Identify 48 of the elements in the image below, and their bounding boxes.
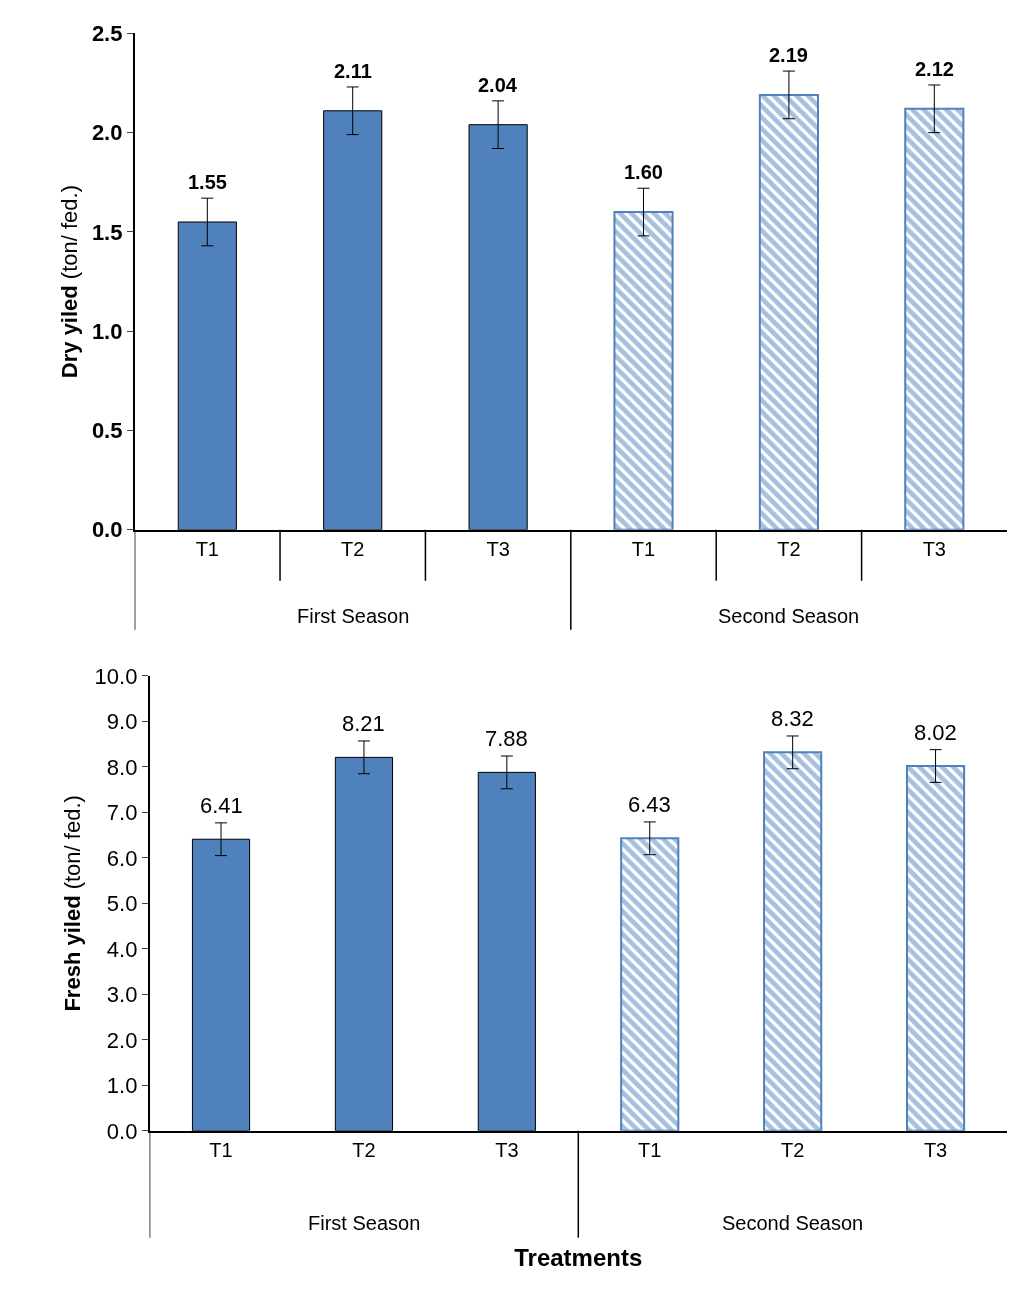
x-tick-label: T1 [195,537,219,560]
y-tick-label: 1.0 [106,1073,138,1099]
data-label: 7.88 [485,726,528,751]
y-tick-label: 8.0 [106,754,138,780]
y-tick-label: 6.0 [106,845,138,871]
text: Second Season [718,605,860,627]
y-tick-label: 0.0 [106,1118,138,1144]
data-label: 6.41 [200,793,243,818]
text: First Season [308,1212,421,1234]
y-axis-title: Fresh yiled (ton/ fed.) [59,795,85,1012]
y-tick-label: 2.0 [91,120,123,146]
x-tick-label: T3 [486,537,510,560]
y-tick-label: 3.0 [106,982,138,1008]
y-tick-label: 2.5 [91,21,123,47]
data-label: 1.55 [188,171,227,193]
y-axis-title: Dry yiled (ton/ fed.) [57,184,83,379]
data-label: 2.12 [915,58,954,80]
data-label: 1.60 [624,161,663,183]
y-tick-label: 9.0 [106,709,138,735]
y-tick-label: 4.0 [106,936,138,962]
x-tick-label: T3 [923,1138,948,1161]
y-tick-label: 7.0 [106,800,138,826]
data-label: 6.43 [628,792,671,817]
data-label: 2.11 [334,60,372,82]
data-label: 2.04 [478,74,518,96]
x-tick-label: T3 [495,1138,519,1161]
y-tick-label: 10.0 [94,663,138,689]
x-tick-label: T3 [922,537,946,560]
x-tick-label: T2 [777,537,801,560]
y-tick-label: 1.5 [91,219,123,245]
y-tick-label: 5.0 [106,891,138,917]
x-tick-label: T2 [341,537,365,560]
x-tick-label: T2 [780,1138,805,1161]
data-label: 2.19 [769,44,808,66]
data-label: 8.21 [342,711,385,736]
data-label: 8.32 [771,706,814,731]
x-tick-label: T2 [352,1138,376,1161]
x-tick-label: T1 [209,1138,233,1161]
x-tick-label: T1 [631,537,656,560]
y-tick-label: 0.5 [91,418,123,444]
y-tick-label: 0.0 [91,517,123,543]
text: Second Season [722,1212,864,1234]
data-label: 8.02 [914,720,957,745]
y-tick-label: 1.0 [91,318,123,344]
y-tick-label: 2.0 [106,1027,138,1053]
x-tick-label: T1 [638,1138,662,1161]
text: First Season [297,605,410,627]
x-axis-title: Treatments [514,1244,643,1272]
